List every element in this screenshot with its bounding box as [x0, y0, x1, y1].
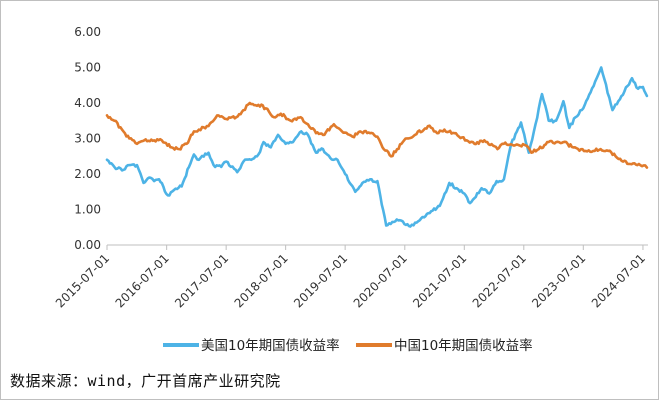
x-axis: 2015-07-01 2016-07-01 2017-07-01 2018-07-01…: [53, 244, 648, 310]
x-tick-label: 2024-07-01: [589, 251, 648, 310]
y-axis: 6.00 5.00 4.00 3.00 2.00 1.00 0.00: [74, 25, 101, 252]
legend-label: 美国10年期国债收益率: [201, 337, 340, 354]
x-tick-label: 2017-07-01: [172, 251, 231, 310]
series-line-china-10y: [105, 101, 649, 169]
y-tick-label: 2.00: [74, 167, 101, 181]
legend-label: 中国10年期国债收益率: [394, 337, 533, 354]
series-layer: [105, 66, 649, 228]
x-tick-label: 2016-07-01: [113, 251, 172, 310]
y-tick-label: 1.00: [74, 203, 101, 217]
legend: 美国10年期国债收益率 中国10年期国债收益率: [163, 337, 533, 354]
x-tick-label: 2015-07-01: [53, 251, 112, 310]
x-tick-label: 2023-07-01: [529, 251, 588, 310]
y-tick-label: 4.00: [74, 96, 101, 110]
x-tick-label: 2021-07-01: [410, 251, 469, 310]
y-tick-label: 6.00: [74, 25, 101, 39]
source-note: 数据来源：wind，广开首席产业研究院: [10, 372, 281, 390]
y-tick-label: 5.00: [74, 61, 101, 75]
x-tick-label: 2018-07-01: [232, 251, 291, 310]
x-tick-label: 2022-07-01: [470, 251, 529, 310]
series-line-us-10y: [105, 66, 649, 228]
x-tick-label: 2020-07-01: [351, 251, 410, 310]
x-tick-label: 2019-07-01: [291, 251, 350, 310]
y-tick-label: 3.00: [74, 132, 101, 146]
y-tick-label: 0.00: [74, 238, 101, 252]
